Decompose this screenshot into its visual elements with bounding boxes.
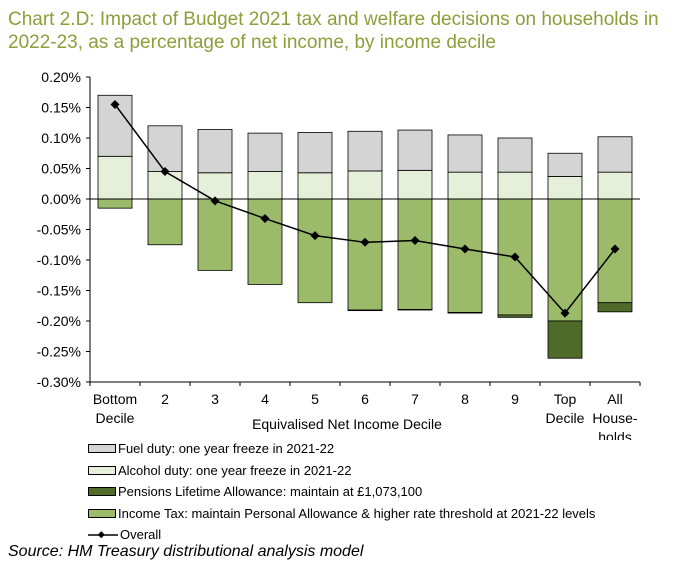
bar-segment <box>197 198 233 271</box>
overall-marker <box>410 235 420 245</box>
y-tick-label: -0.05% <box>37 222 81 238</box>
bar-segment <box>397 169 433 200</box>
legend-item-alcohol-duty: Alcohol duty: one year freeze in 2021-22 <box>88 460 595 482</box>
bar-segment <box>247 198 283 285</box>
bar-segment <box>497 171 533 200</box>
legend-swatch-alcohol-duty <box>88 465 116 475</box>
bar-segment <box>347 198 383 311</box>
overall-marker <box>610 244 620 254</box>
bar-segment <box>447 312 483 314</box>
x-tick-label: 8 <box>461 391 469 407</box>
bar-segment <box>197 172 233 200</box>
bar-segment <box>297 198 333 304</box>
x-axis-title: Equivalised Net Income Decile <box>252 416 442 432</box>
y-tick-label: -0.25% <box>37 344 81 360</box>
legend-label-overall: Overall <box>120 527 162 543</box>
bar-segment <box>447 171 483 200</box>
bar-segment <box>597 171 633 200</box>
y-tick-label: 0.10% <box>41 130 81 146</box>
overall-marker <box>110 99 120 109</box>
overall-marker <box>360 237 370 247</box>
overall-marker <box>160 167 170 177</box>
bar-segment <box>547 320 583 359</box>
bar-segment <box>247 132 283 172</box>
legend-swatch-income-tax <box>88 508 116 518</box>
bar-segment <box>447 134 483 173</box>
bar-segment <box>347 170 383 200</box>
overall-marker <box>260 214 270 224</box>
bar-segment <box>497 314 533 318</box>
bar-segment <box>547 152 583 177</box>
y-tick-label: -0.10% <box>37 252 81 268</box>
bar-segment <box>247 171 283 200</box>
bar-segment <box>347 309 383 312</box>
x-tick-label: 5 <box>311 391 319 407</box>
overall-marker <box>210 196 220 206</box>
source-note: Source: HM Treasury distributional analy… <box>8 543 364 560</box>
y-tick-label: 0.05% <box>41 161 81 177</box>
bar-segment <box>147 198 183 246</box>
bar-segment <box>97 198 133 209</box>
x-tick-label: Bottom <box>93 391 137 407</box>
bar-segment <box>397 198 433 310</box>
legend: Fuel duty: one year freeze in 2021-22 Al… <box>88 438 595 546</box>
y-tick-label: 0.20% <box>41 69 81 85</box>
x-tick-label: Top <box>554 391 577 407</box>
x-tick-label: Decile <box>96 410 135 426</box>
legend-label-fuel-duty: Fuel duty: one year freeze in 2021-22 <box>118 441 335 457</box>
x-tick-label: House- <box>592 410 637 426</box>
legend-swatch-pensions <box>88 487 116 497</box>
x-tick-label: 9 <box>511 391 519 407</box>
chart-title-line-1: Chart 2.D: Impact of Budget 2021 tax and… <box>8 9 659 30</box>
chart-title: Chart 2.D: Impact of Budget 2021 tax and… <box>8 8 692 54</box>
y-tick-label: 0.15% <box>41 100 81 116</box>
overall-marker <box>310 231 320 241</box>
x-tick-label: 3 <box>211 391 219 407</box>
x-tick-label: 2 <box>161 391 169 407</box>
bar-segment <box>297 132 333 174</box>
x-tick-label: Decile <box>546 410 585 426</box>
bar-segment <box>297 172 333 200</box>
bar-segment <box>447 198 483 313</box>
bar-segment <box>147 125 183 172</box>
legend-item-overall: Overall <box>88 524 595 546</box>
legend-label-pensions: Pensions Lifetime Allowance: maintain at… <box>118 484 423 500</box>
x-tick-label: holds <box>598 429 631 440</box>
bar-segment <box>347 130 383 172</box>
x-tick-label: 7 <box>411 391 419 407</box>
bar-segment <box>397 129 433 171</box>
legend-item-fuel-duty: Fuel duty: one year freeze in 2021-22 <box>88 438 595 460</box>
bar-segment <box>497 137 533 173</box>
legend-item-income-tax: Income Tax: maintain Personal Allowance … <box>88 503 595 525</box>
chart-area: 0.20% 0.15% 0.10% 0.05% 0.00% -0.05% -0.10% -0.… <box>37 69 641 440</box>
y-tick-label: -0.15% <box>37 283 81 299</box>
overall-marker <box>560 308 570 318</box>
x-tick-label: 6 <box>361 391 369 407</box>
y-tick-label: -0.20% <box>37 313 81 329</box>
bar-segment <box>197 129 233 174</box>
bar-segment <box>397 309 433 311</box>
chart-title-line-2: 2022-23, as a percentage of net income, … <box>8 32 496 53</box>
bar-segment <box>547 176 583 200</box>
legend-label-alcohol-duty: Alcohol duty: one year freeze in 2021-22 <box>118 462 352 478</box>
bar-segment <box>97 155 133 200</box>
legend-swatch-fuel-duty <box>88 444 116 454</box>
bar-segment <box>597 136 633 173</box>
x-tick-label: All <box>607 391 623 407</box>
x-tick-label: 4 <box>261 391 269 407</box>
y-tick-label: -0.30% <box>37 374 81 390</box>
y-tick-label: 0.00% <box>41 191 81 207</box>
legend-swatch-overall <box>88 530 118 538</box>
bar-segment <box>547 198 583 322</box>
overall-marker <box>510 252 520 262</box>
bar-segment <box>597 302 633 313</box>
legend-label-income-tax: Income Tax: maintain Personal Allowance … <box>118 505 596 521</box>
overall-marker <box>460 244 470 254</box>
legend-item-pensions: Pensions Lifetime Allowance: maintain at… <box>88 481 595 503</box>
